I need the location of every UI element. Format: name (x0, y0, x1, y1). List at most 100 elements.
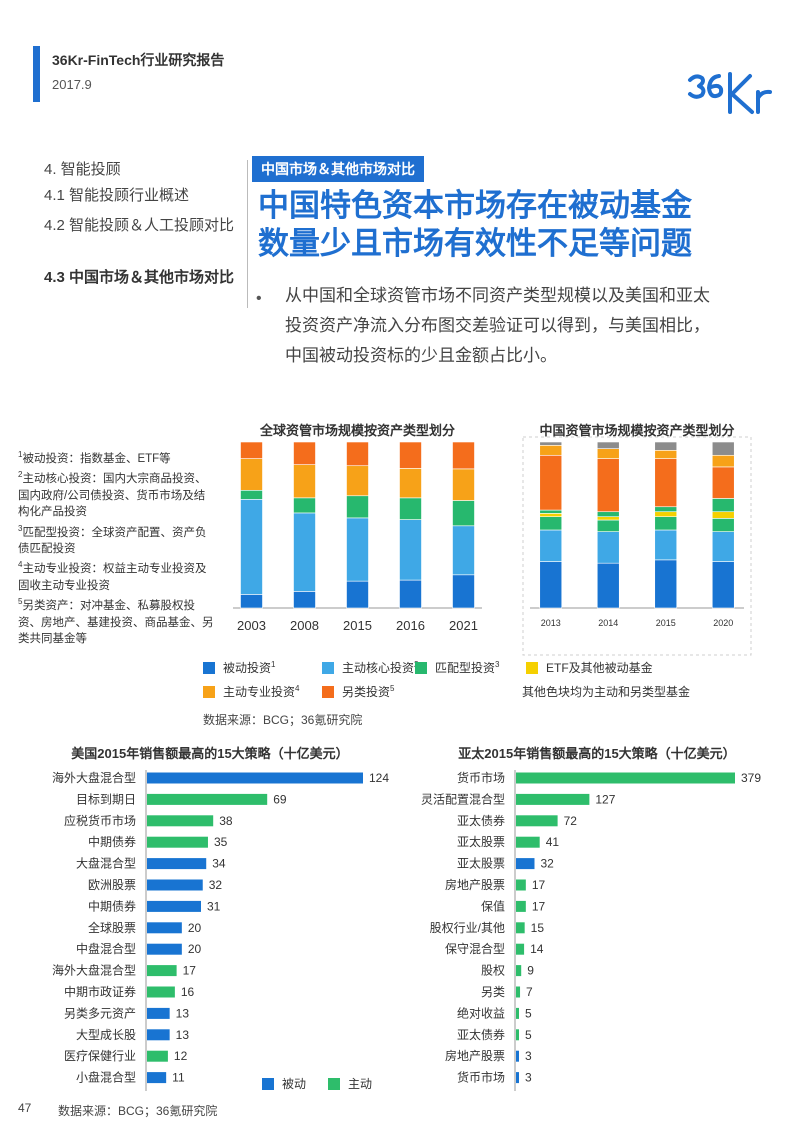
value-label: 379 (741, 771, 761, 785)
value-label: 5 (525, 1028, 532, 1042)
legend-label: 匹配型投资 (435, 661, 496, 675)
note-number: 2 (18, 470, 23, 480)
nav-item-overview[interactable]: 4.1 智能投顾行业概述 (44, 187, 190, 204)
stack-segment-alternative (711, 466, 735, 499)
bar-active (516, 1007, 519, 1019)
legend-passive: 被动 (262, 1075, 306, 1092)
value-label: 14 (530, 942, 544, 956)
category-label: 目标到期日 (76, 792, 136, 806)
category-label: 亚太股票 (457, 856, 505, 871)
category-label: 股权 (481, 964, 505, 978)
source-bottom: 数据来源：BCG；36氪研究院 (58, 1104, 218, 1118)
legend-note: 其他色块均为主动和另类型基金 (522, 685, 691, 699)
stack-segment-matching (654, 516, 678, 531)
x-tick-label: 2020 (713, 618, 733, 628)
stack-segment-etf (654, 511, 678, 518)
value-label: 5 (525, 1006, 532, 1020)
stack-segment-core (293, 512, 316, 592)
stack-segment-matching (711, 518, 735, 532)
category-label: 另类 (481, 985, 505, 999)
stack-segment-core (346, 517, 369, 582)
bar-passive (516, 1050, 519, 1062)
stack-segment-core (596, 531, 620, 564)
legend-item-etf: ETF及其他被动基金 (526, 659, 653, 676)
bar-active (147, 965, 177, 977)
stack-segment-alternative (452, 441, 475, 470)
value-label: 34 (212, 857, 226, 871)
note-number: 4 (18, 560, 23, 570)
us-strategy-chart: 海外大盘混合型 124 目标到期日 69 应税货币市场 38 中期债券 35 大盘混合型 34 欧洲… (52, 770, 389, 1091)
stack-segment-specialty (596, 448, 620, 459)
nav-item-smart-advisor[interactable]: 4. 智能投顾 (44, 161, 121, 178)
page-headline: 中国特色资本市场存在被动基金 数量少且市场有效性不足等问题 (258, 187, 778, 263)
nav-item-compare-human[interactable]: 4.2 智能投顾＆人工投顾对比 (44, 217, 235, 234)
category-label: 欧洲股票 (88, 878, 136, 892)
stack-segment-passive (711, 561, 735, 609)
stack-segment-passive (293, 591, 316, 609)
page-number: 47 (18, 1101, 32, 1115)
legend-label: 另类投资 (342, 685, 391, 699)
value-label: 31 (207, 899, 221, 913)
value-label: 20 (188, 921, 202, 935)
category-label: 海外大盘混合型 (52, 770, 136, 785)
headline-line-2: 数量少且市场有效性不足等问题 (258, 226, 692, 261)
bar-passive (147, 772, 363, 784)
note-item: 3匹配型投资：全球资产配置、资产负债匹配投资 (18, 521, 214, 558)
x-tick-label: 2015 (656, 618, 676, 628)
note-number: 5 (18, 597, 23, 607)
legend-active-swatch (328, 1078, 340, 1090)
headline-line-1: 中国特色资本市场存在被动基金 (258, 188, 692, 223)
value-label: 16 (181, 985, 195, 999)
legend-label: 被动投资 (223, 661, 272, 675)
value-label: 15 (531, 921, 545, 935)
category-label: 大型成长股 (76, 1028, 136, 1042)
bar-active (147, 815, 214, 827)
note-text: 另类资产：对冲基金、私募股权投资、房地产、基建投资、商品基金、另类共同基金等 (18, 600, 214, 646)
stack-segment-specialty (539, 445, 563, 456)
stack-segment-core (711, 531, 735, 562)
stack-segment-matching (452, 500, 475, 527)
stack-segment-matching (293, 497, 316, 514)
stack-segment-specialty (240, 458, 263, 491)
value-label: 17 (532, 899, 546, 913)
category-label: 保值 (481, 898, 505, 913)
legend-item-alternative: 另类投资5 (322, 683, 394, 700)
china-asset-chart: 2013 2014 2015 2020 (522, 436, 752, 656)
legend-swatch (203, 662, 215, 674)
stack-segment-matching (539, 516, 563, 531)
bar-active (147, 836, 208, 848)
nav-divider (247, 160, 248, 308)
stack-segment-matching (596, 511, 620, 518)
category-label: 大盘混合型 (76, 856, 136, 871)
note-text: 主动核心投资：国内大宗商品投资、国内政府/公司债投资、货币市场及结构化产品投资 (18, 473, 207, 519)
value-label: 124 (369, 771, 389, 785)
category-label: 灵活配置混合型 (421, 791, 505, 806)
bar-passive (147, 1007, 170, 1019)
stack-segment-matching (596, 519, 620, 532)
x-tick-label: 2016 (396, 618, 425, 633)
nav-item-market-compare[interactable]: 4.3 中国市场＆其他市场对比 (44, 269, 235, 286)
value-label: 17 (532, 878, 546, 892)
note-item: 5另类资产：对冲基金、私募股权投资、房地产、基建投资、商品基金、另类共同基金等 (18, 594, 214, 647)
us-chart-title: 美国2015年销售额最高的15大策略（十亿美元） (71, 746, 349, 761)
category-label: 全球股票 (88, 920, 136, 935)
china-chart-title: 中国资管市场规模按资产类型划分 (539, 423, 735, 438)
stack-segment-matching (399, 497, 422, 520)
legend-swatch (415, 662, 427, 674)
global-chart-title: 全球资管市场规模按资产类型划分 (259, 423, 455, 438)
stack-segment-matching (240, 489, 263, 500)
note-item: 2主动核心投资：国内大宗商品投资、国内政府/公司债投资、货币市场及结构化产品投资 (18, 467, 214, 520)
legend-swatch (203, 686, 215, 698)
legend-sup: 4 (295, 684, 300, 693)
x-tick-label: 2003 (237, 618, 266, 633)
stack-segment-core (452, 525, 475, 576)
legend-swatch (526, 662, 538, 674)
note-item: 4主动专业投资：权益主动专业投资及固收主动专业投资 (18, 557, 214, 594)
note-text: 主动专业投资：权益主动专业投资及固收主动专业投资 (18, 563, 207, 592)
category-label: 应税货币市场 (64, 813, 136, 828)
stack-segment-core (240, 499, 263, 595)
bar-active (147, 1050, 168, 1062)
bar-passive (147, 900, 201, 912)
legend-sup: 5 (390, 684, 395, 693)
